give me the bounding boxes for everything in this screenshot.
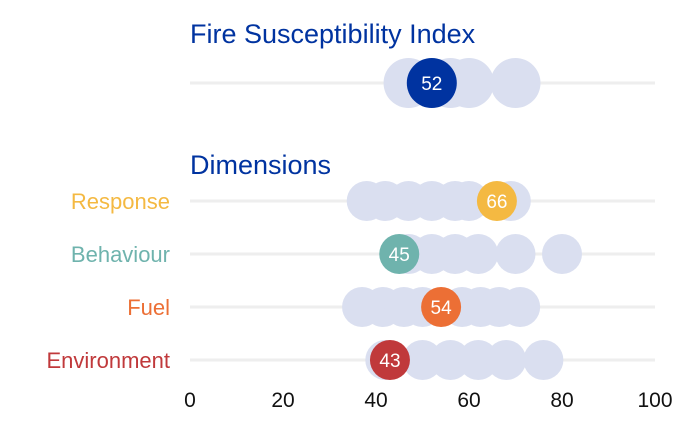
background-dot (490, 58, 541, 108)
value-label-response: 66 (486, 192, 507, 213)
highlight-dot-fuel (421, 287, 462, 327)
row-label-behaviour: Behaviour (71, 242, 170, 267)
highlight-dot-environment (369, 340, 410, 380)
value-label-behaviour: 45 (389, 245, 410, 266)
row-response: 66 Response (71, 181, 655, 221)
background-dot (542, 234, 582, 274)
chart-title: Fire Susceptibility Index (190, 19, 476, 49)
background-dot (500, 287, 541, 327)
background-dot (430, 340, 471, 380)
row-fuel: 54 Fuel (127, 287, 655, 327)
background-dot (458, 340, 499, 380)
background-dot (402, 340, 443, 380)
section-title: Dimensions (190, 150, 331, 180)
row-environment: 43 Environment (46, 340, 655, 380)
value-label-environment: 43 (379, 351, 400, 372)
value-label-index: 52 (421, 74, 442, 95)
highlight-dot-response (476, 181, 517, 221)
row-label-environment: Environment (46, 348, 170, 373)
row-label-fuel: Fuel (127, 295, 170, 320)
x-tick-label: 80 (550, 389, 573, 412)
x-tick-label: 20 (271, 389, 294, 412)
background-dot (458, 234, 499, 274)
background-dot (495, 234, 536, 274)
x-tick-label: 100 (637, 389, 672, 412)
value-label-fuel: 54 (431, 298, 453, 319)
background-dot (486, 340, 527, 380)
x-tick-label: 0 (184, 389, 196, 412)
row-behaviour: 45 Behaviour (71, 234, 655, 274)
row-label-response: Response (71, 189, 170, 214)
highlight-dot-index (406, 58, 457, 108)
x-tick-label: 40 (364, 389, 387, 412)
background-dot (444, 58, 494, 108)
row-index: 52 (190, 58, 655, 108)
background-dot (449, 181, 489, 221)
x-tick-label: 60 (457, 389, 480, 412)
highlight-dot-behaviour (379, 234, 420, 274)
background-dot (523, 340, 564, 380)
